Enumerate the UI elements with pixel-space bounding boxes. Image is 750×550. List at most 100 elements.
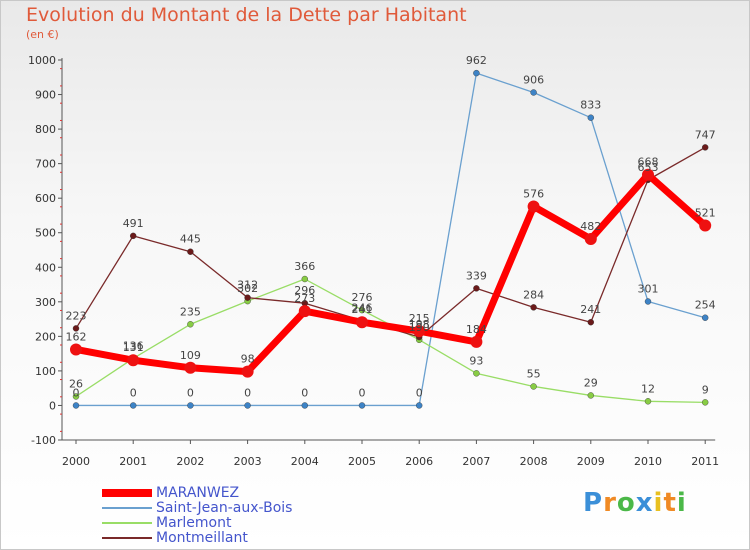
data-label: 109 (180, 349, 201, 362)
data-label: 198 (409, 318, 430, 331)
data-point (358, 306, 366, 314)
data-label: 131 (123, 341, 144, 354)
x-tick-label: 2008 (520, 455, 548, 468)
data-label: 235 (180, 305, 201, 318)
x-tick-label: 2001 (119, 455, 147, 468)
y-tick-label: 700 (35, 158, 56, 171)
data-label: 215 (409, 312, 430, 325)
data-point (129, 402, 137, 409)
data-point (644, 298, 652, 305)
data-label: 241 (352, 303, 373, 316)
data-label: 26 (69, 377, 83, 390)
data-point (298, 305, 311, 318)
series-line-2 (75, 278, 706, 403)
data-label: 241 (580, 303, 601, 316)
legend-label: Montmeillant (156, 530, 248, 546)
y-tick-label: 100 (35, 365, 56, 378)
data-label: 0 (187, 386, 194, 399)
data-label: 254 (695, 299, 716, 312)
data-label: 339 (466, 269, 487, 282)
data-point (413, 325, 426, 338)
y-tick-label: 900 (35, 89, 56, 102)
data-label: 521 (695, 206, 716, 219)
data-label: 445 (180, 233, 201, 246)
x-tick-label: 2011 (691, 455, 719, 468)
data-point (470, 335, 483, 348)
data-point (70, 343, 82, 356)
data-label: 668 (638, 156, 659, 169)
legend-swatch (102, 537, 152, 539)
logo-letter: t (663, 488, 677, 518)
data-label: 0 (359, 386, 366, 399)
x-tick-label: 2006 (405, 455, 433, 468)
series-line-3 (75, 146, 706, 338)
y-tick-label: 500 (35, 227, 56, 240)
data-label: 55 (527, 367, 541, 380)
data-label: 491 (123, 217, 144, 230)
data-point (187, 402, 194, 409)
series-line-1 (75, 72, 706, 407)
data-point (644, 398, 652, 405)
data-point (584, 232, 597, 245)
x-tick-label: 2004 (291, 455, 319, 468)
data-label: 273 (294, 292, 315, 305)
data-label: 0 (73, 386, 80, 399)
data-label: 276 (352, 291, 373, 304)
data-label: 576 (523, 187, 544, 200)
x-tick-label: 2009 (577, 455, 605, 468)
data-label: 12 (641, 382, 655, 395)
proxiti-logo: Proxiti (583, 488, 687, 518)
y-tick-label: 600 (35, 192, 56, 205)
y-tick-label: 1000 (28, 54, 56, 67)
y-tick-label: 400 (35, 261, 56, 274)
data-label: 190 (409, 321, 430, 334)
logo-letter: o (616, 488, 636, 518)
data-point (530, 89, 537, 96)
data-label: 962 (466, 54, 487, 67)
legend-label: Saint-Jean-aux-Bois (156, 500, 293, 516)
legend-swatch (102, 522, 152, 524)
data-point (301, 275, 308, 283)
data-point (530, 383, 537, 390)
data-point (72, 325, 80, 332)
data-label: 906 (523, 73, 544, 86)
data-point (527, 200, 540, 213)
data-point (358, 402, 366, 409)
legend-swatch (102, 489, 152, 497)
chart-title: Evolution du Montant de la Dette par Hab… (26, 4, 467, 26)
data-point (702, 144, 709, 151)
x-tick-label: 2003 (234, 455, 262, 468)
data-label: 0 (301, 386, 308, 399)
data-label: 93 (469, 354, 483, 367)
x-tick-label: 2010 (634, 455, 662, 468)
logo-letter: x (635, 488, 654, 518)
data-point (187, 321, 194, 328)
data-point (702, 399, 709, 406)
data-point (473, 69, 480, 77)
data-point (72, 402, 80, 409)
x-tick-label: 2007 (462, 455, 490, 468)
data-point (301, 402, 308, 409)
legend-label: Marlemont (156, 515, 232, 531)
data-point (244, 294, 251, 301)
data-label: 29 (584, 376, 598, 389)
data-point (702, 314, 709, 321)
data-label: 482 (580, 220, 601, 233)
y-tick-label: 200 (35, 330, 56, 343)
data-label: 747 (695, 128, 716, 141)
x-tick-label: 2005 (348, 455, 376, 468)
y-tick-label: 800 (35, 123, 56, 136)
series-line-0 (72, 171, 709, 376)
y-tick-label: 300 (35, 296, 56, 309)
chart-subtitle: (en €) (26, 28, 59, 41)
data-label: 136 (123, 339, 144, 352)
data-label: 366 (294, 260, 315, 273)
y-tick-label: -100 (31, 434, 56, 447)
data-point (241, 365, 254, 378)
data-label: 833 (580, 99, 601, 112)
data-label: 162 (66, 330, 87, 343)
legend-swatch (102, 507, 152, 509)
data-label: 296 (294, 284, 315, 297)
legend-label: MARANWEZ (156, 485, 240, 501)
